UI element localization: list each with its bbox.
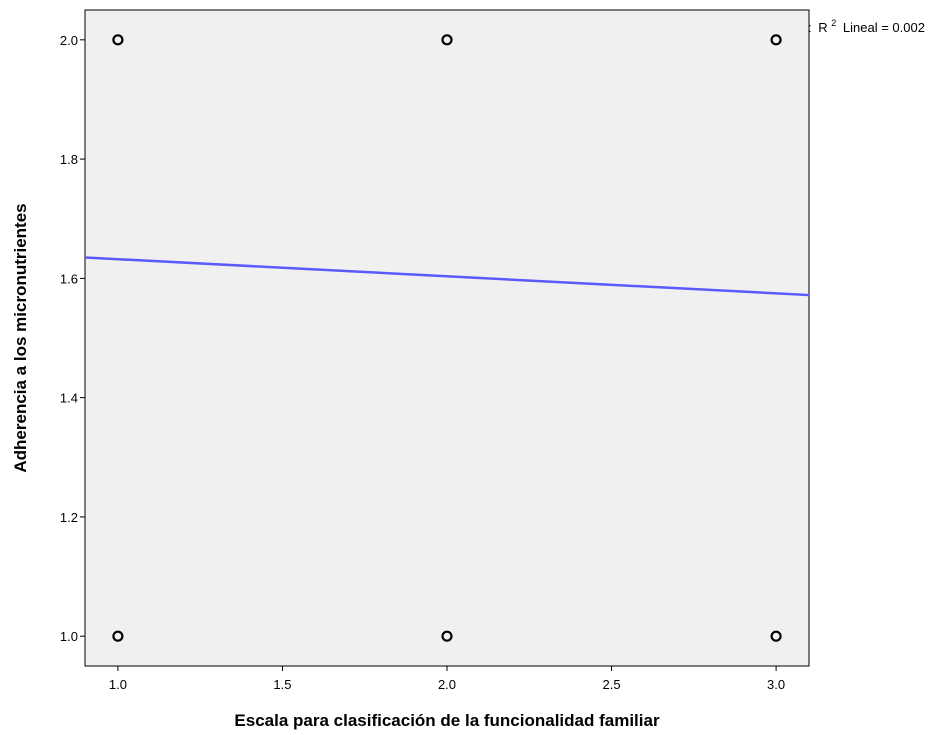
x-axis-title: Escala para clasificación de la funciona… bbox=[234, 711, 660, 730]
fit-line bbox=[84, 256, 810, 297]
y-tick-label: 1.2 bbox=[60, 510, 78, 525]
legend-r: R bbox=[818, 20, 827, 35]
y-tick-label: 1.4 bbox=[60, 391, 78, 406]
y-axis-title: Adherencia a los micronutrientes bbox=[11, 203, 30, 472]
legend-prefix: : bbox=[808, 20, 812, 35]
legend-superscript: 2 bbox=[831, 18, 836, 28]
x-tick-label: 2.0 bbox=[438, 677, 456, 692]
x-axis-ticks: 1.0 1.5 2.0 2.5 3.0 bbox=[109, 666, 785, 692]
x-tick-label: 2.5 bbox=[603, 677, 621, 692]
x-tick-label: 1.0 bbox=[109, 677, 127, 692]
legend-lineal-text: Lineal = 0.002 bbox=[843, 20, 925, 35]
data-point bbox=[770, 630, 782, 642]
data-point bbox=[441, 630, 453, 642]
data-point bbox=[112, 630, 124, 642]
data-point bbox=[112, 34, 124, 46]
data-point bbox=[441, 34, 453, 46]
plot-area bbox=[84, 9, 810, 667]
data-points bbox=[112, 34, 782, 642]
y-tick-label: 1.0 bbox=[60, 629, 78, 644]
x-tick-label: 1.5 bbox=[273, 677, 291, 692]
y-tick-label: 1.6 bbox=[60, 271, 78, 286]
y-axis-ticks: 1.0 1.2 1.4 1.6 1.8 2.0 bbox=[60, 33, 85, 644]
x-tick-label: 3.0 bbox=[767, 677, 785, 692]
y-tick-label: 2.0 bbox=[60, 33, 78, 48]
legend-fit-label: : R 2 Lineal = 0.002 bbox=[808, 14, 925, 35]
y-tick-label: 1.8 bbox=[60, 152, 78, 167]
data-point bbox=[770, 34, 782, 46]
